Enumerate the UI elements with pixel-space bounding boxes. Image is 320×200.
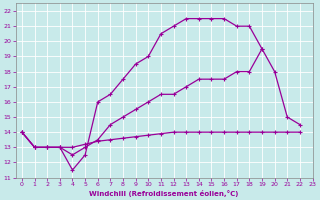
X-axis label: Windchill (Refroidissement éolien,°C): Windchill (Refroidissement éolien,°C) <box>89 190 239 197</box>
